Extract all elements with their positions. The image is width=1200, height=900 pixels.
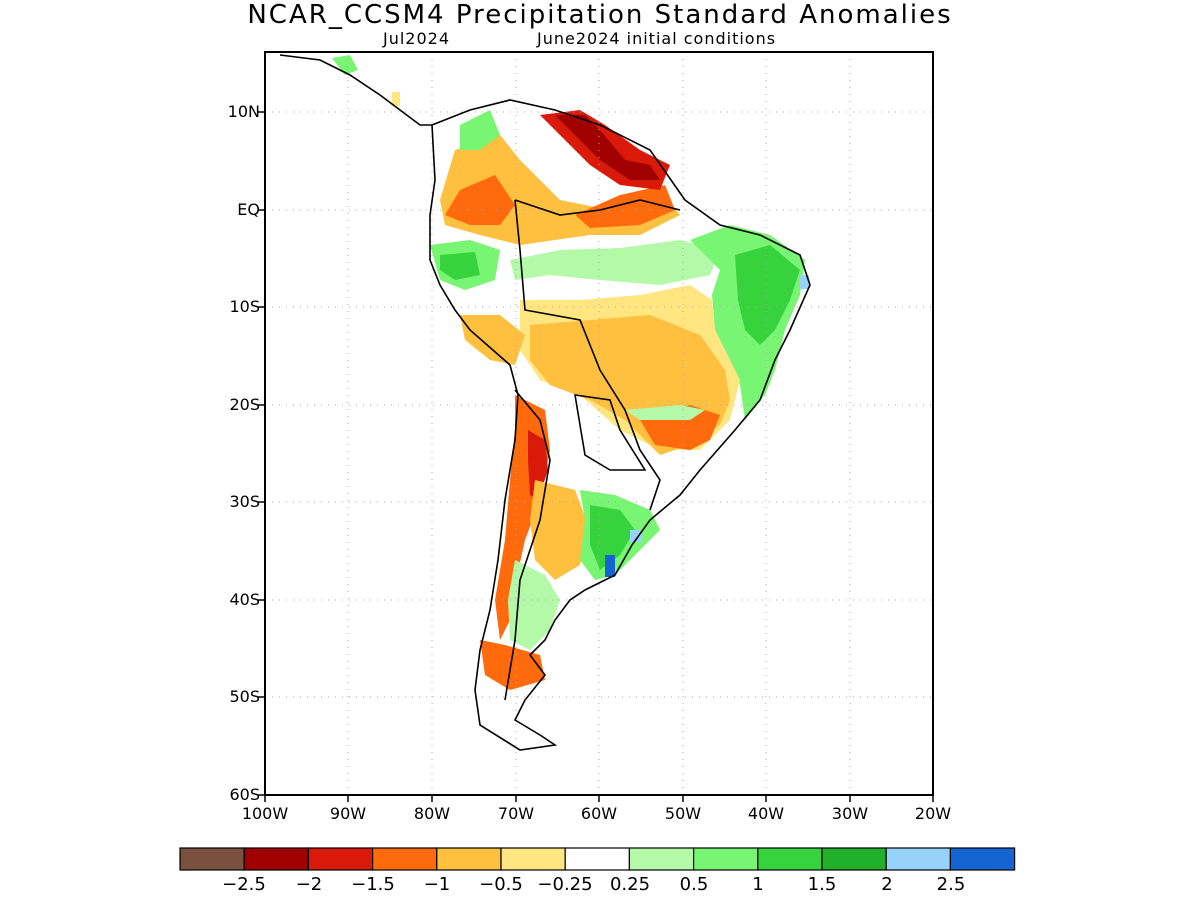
anomaly-darkorange-guianas: [575, 185, 675, 228]
colorbar-swatch: [692, 847, 759, 871]
anomaly-orange-peru: [460, 315, 525, 365]
target-month: Jul2024: [383, 29, 451, 48]
colorbar-swatch: [179, 847, 245, 871]
colorbar-label: 2.5: [936, 874, 966, 895]
anomaly-green-patagonia: [508, 560, 560, 650]
anomaly-paleorange-argentina: [530, 480, 590, 580]
colorbar-label: −2: [295, 874, 323, 895]
anomaly-paleorange-centralamerica: [392, 92, 400, 106]
colorbar-swatch: [307, 847, 374, 871]
lat-label-eq: EQ: [237, 200, 260, 219]
map-title: NCAR_CCSM4 Precipitation Standard Anomal…: [247, 0, 953, 30]
lon-label-50w: 50W: [664, 804, 702, 823]
anomaly-green-centralamerica: [332, 55, 358, 75]
colorbar-label: 0.25: [609, 874, 651, 895]
anomaly-green-west-dark: [440, 252, 480, 280]
colorbar-label: 1: [752, 874, 764, 895]
anomaly-fields: [332, 55, 810, 750]
anomaly-darkorange-nw: [445, 175, 515, 225]
lon-label-70w: 70W: [497, 804, 535, 823]
lon-label-90w: 90W: [329, 804, 367, 823]
colorbar-label: 0.5: [679, 874, 709, 895]
lat-label-10n: 10N: [227, 102, 260, 121]
lat-label-30s: 30S: [229, 492, 260, 511]
colorbar-swatch: [628, 847, 695, 871]
colorbar-label: 1.5: [807, 874, 837, 895]
lat-label-60s: 60S: [229, 785, 260, 804]
tick-marks: [258, 111, 934, 802]
lon-label-20w: 20W: [914, 804, 952, 823]
lon-label-60w: 60W: [580, 804, 618, 823]
anomaly-darkgreen-ne: [735, 245, 800, 345]
anomaly-blue-buenosaires: [605, 555, 615, 577]
colorbar-swatch: [885, 847, 952, 871]
colorbar-swatch: [564, 847, 631, 871]
colorbar-label: −2.5: [222, 874, 266, 895]
lat-label-10s: 10S: [229, 297, 260, 316]
coastline-central-america: [279, 54, 432, 126]
colorbar: [179, 847, 1016, 871]
colorbar-swatch: [372, 847, 438, 871]
lon-label-80w: 80W: [413, 804, 451, 823]
anomaly-lightblue-uruguay: [630, 530, 642, 542]
colorbar-swatch: [821, 847, 887, 871]
lat-label-50s: 50S: [229, 687, 260, 706]
border-paraguay: [574, 394, 647, 471]
initial-conditions: June2024 initial conditions: [537, 29, 777, 48]
lat-label-40s: 40S: [229, 590, 260, 609]
colorbar-swatch: [757, 847, 823, 871]
anomaly-green-se-band: [625, 405, 705, 420]
colorbar-label: 2: [881, 874, 893, 895]
colorbar-label: −0.25: [537, 874, 593, 895]
colorbar-swatch: [500, 847, 566, 871]
colorbar-label: −1: [423, 874, 451, 895]
lon-label-100w: 100W: [241, 804, 289, 823]
anomaly-blue-ne: [800, 275, 809, 289]
anomaly-lightgreen-amazon: [510, 240, 720, 285]
lat-label-20s: 20S: [229, 395, 260, 414]
anomaly-darkgreen-uruguay: [590, 505, 635, 570]
anomaly-darkred-north: [555, 115, 660, 180]
lon-label-30w: 30W: [831, 804, 869, 823]
coastline-south-america: [429, 99, 811, 751]
border-brazil: [514, 199, 681, 511]
colorbar-label: −0.5: [479, 874, 523, 895]
colorbar-swatch: [243, 847, 309, 871]
colorbar-label: −1.5: [351, 874, 395, 895]
coastlines: [279, 54, 811, 751]
border-andes: [504, 389, 551, 701]
colorbar-swatch: [436, 847, 502, 871]
lon-label-40w: 40W: [747, 804, 785, 823]
colorbar-swatch: [949, 847, 1016, 871]
anomaly-green-nw-coast: [460, 110, 500, 150]
anomaly-orange-patagonia: [480, 640, 545, 690]
